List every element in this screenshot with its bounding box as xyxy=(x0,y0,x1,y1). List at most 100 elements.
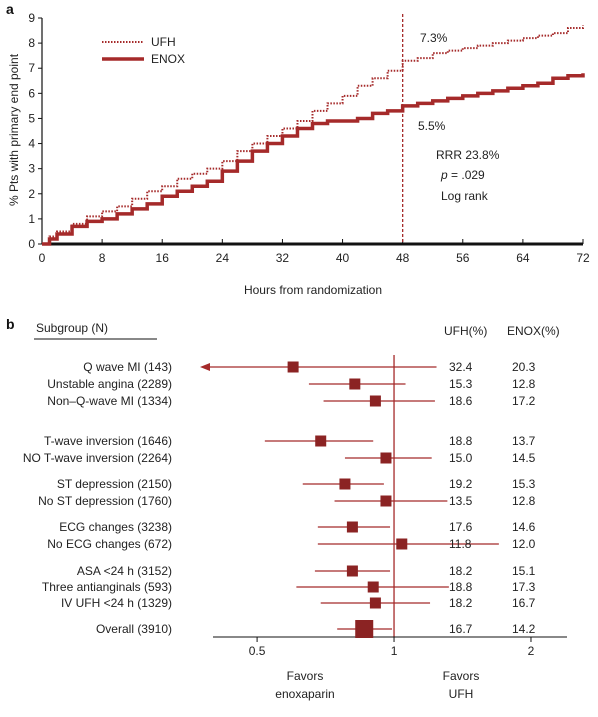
forest-ufh-value: 15.0 xyxy=(449,451,473,465)
forest-enox-value: 16.7 xyxy=(512,596,536,610)
favors-ufh-line2: UFH xyxy=(449,687,474,701)
forest-point-estimate xyxy=(367,581,379,593)
km-x-tick-label: 56 xyxy=(456,251,470,265)
forest-row: Three antianginals (593) 18.8 17.3 xyxy=(42,580,536,594)
forest-row-label: T-wave inversion (1646) xyxy=(44,434,172,448)
forest-enox-value: 12.8 xyxy=(512,377,536,391)
km-y-tick-label: 6 xyxy=(28,86,35,100)
annotation-ufh-rate: 7.3% xyxy=(420,31,448,45)
km-y-tick-label: 7 xyxy=(28,61,35,75)
forest-row-label: No ECG changes (672) xyxy=(47,537,172,551)
forest-ufh-value: 17.6 xyxy=(449,520,473,534)
forest-plot: Subgroup (N) UFH(%) ENOX(%) 0.5 1 2 Q wave… xyxy=(23,321,567,701)
km-legend: UFH ENOX xyxy=(102,35,185,66)
forest-row: No ECG changes (672) 11.8 12.0 xyxy=(47,537,535,551)
forest-row: Q wave MI (143) 32.4 20.3 xyxy=(83,360,535,374)
forest-row-label: IV UFH <24 h (1329) xyxy=(61,596,172,610)
km-x-tick-label: 64 xyxy=(516,251,530,265)
forest-ufh-value: 18.8 xyxy=(449,434,473,448)
forest-ufh-value: 13.5 xyxy=(449,494,473,508)
km-y-tick-label: 3 xyxy=(28,162,35,176)
forest-point-estimate xyxy=(380,495,392,507)
forest-enox-value: 17.2 xyxy=(512,394,536,408)
forest-ufh-value: 19.2 xyxy=(449,477,473,491)
km-y-tick-label: 9 xyxy=(28,11,35,25)
annotation-rrr: RRR 23.8% xyxy=(436,148,500,162)
km-y-tick-label: 2 xyxy=(28,187,35,201)
forest-ci-arrow xyxy=(200,363,210,371)
forest-point-estimate xyxy=(346,565,358,577)
forest-row: Non–Q-wave MI (1334) 18.6 17.2 xyxy=(47,394,535,408)
km-y-tick-label: 8 xyxy=(28,36,35,50)
legend-label-enox: ENOX xyxy=(151,52,185,66)
forest-row-label: ST depression (2150) xyxy=(57,477,172,491)
forest-enox-value: 15.1 xyxy=(512,564,536,578)
forest-x-tick-label: 1 xyxy=(391,644,398,658)
km-y-tick-label: 0 xyxy=(28,237,35,251)
forest-row-label: No ST depression (1760) xyxy=(38,494,172,508)
forest-ufh-value: 11.8 xyxy=(449,537,472,551)
favors-enoxaparin-line2: enoxaparin xyxy=(275,687,334,701)
forest-point-estimate xyxy=(346,521,358,533)
p-value: = .029 xyxy=(448,168,485,182)
forest-ufh-value: 18.8 xyxy=(449,580,473,594)
forest-row-label: Three antianginals (593) xyxy=(42,580,172,594)
km-y-axis-title: % Pts with primary end point xyxy=(7,53,21,206)
header-ufh: UFH(%) xyxy=(444,324,487,338)
km-x-tick-label: 32 xyxy=(276,251,290,265)
km-x-tick-label: 0 xyxy=(39,251,46,265)
km-x-tick-label: 24 xyxy=(216,251,230,265)
forest-row: NO T-wave inversion (2264) 15.0 14.5 xyxy=(23,451,536,465)
forest-ufh-value: 32.4 xyxy=(449,360,473,374)
km-x-axis-title: Hours from randomization xyxy=(244,283,382,297)
legend-label-ufh: UFH xyxy=(151,35,176,49)
forest-enox-value: 12.0 xyxy=(512,537,536,551)
forest-point-estimate xyxy=(380,452,392,464)
forest-enox-value: 14.2 xyxy=(512,622,536,636)
forest-row-label: Non–Q-wave MI (1334) xyxy=(47,394,172,408)
forest-x-ticks: 0.5 1 2 xyxy=(249,637,535,658)
forest-point-estimate xyxy=(355,620,374,638)
forest-row: Unstable angina (2289) 15.3 12.8 xyxy=(47,377,535,391)
km-y-tick-label: 4 xyxy=(28,137,35,151)
forest-row: ST depression (2150) 19.2 15.3 xyxy=(57,477,536,491)
favors-ufh-line1: Favors xyxy=(443,669,480,683)
annotation-log-rank: Log rank xyxy=(441,189,489,203)
km-x-tick-label: 16 xyxy=(156,251,170,265)
forest-ufh-value: 16.7 xyxy=(449,622,473,636)
km-x-tick-label: 8 xyxy=(99,251,106,265)
forest-row-label: Unstable angina (2289) xyxy=(47,377,172,391)
km-x-tick-label: 72 xyxy=(576,251,590,265)
km-x-tick-label: 40 xyxy=(336,251,350,265)
forest-row: IV UFH <24 h (1329) 18.2 16.7 xyxy=(61,596,536,610)
forest-enox-value: 14.5 xyxy=(512,451,536,465)
forest-point-estimate xyxy=(349,378,361,390)
forest-point-estimate xyxy=(369,597,381,609)
panel-b-label: b xyxy=(6,316,15,332)
forest-ufh-value: 18.2 xyxy=(449,596,473,610)
forest-row-label: ECG changes (3238) xyxy=(59,520,172,534)
forest-row-label: ASA <24 h (3152) xyxy=(77,564,172,578)
forest-row: Overall (3910) 16.7 14.2 xyxy=(96,620,536,638)
annotation-enox-rate: 5.5% xyxy=(418,119,446,133)
km-y-tick-label: 5 xyxy=(28,111,35,125)
forest-row: T-wave inversion (1646) 18.8 13.7 xyxy=(44,434,536,448)
forest-point-estimate xyxy=(315,435,327,447)
forest-row-label: NO T-wave inversion (2264) xyxy=(23,451,172,465)
forest-point-estimate xyxy=(369,395,381,407)
panel-a-label: a xyxy=(6,1,14,17)
header-enox: ENOX(%) xyxy=(507,324,560,338)
forest-point-estimate xyxy=(287,361,299,373)
km-series-ufh xyxy=(42,25,584,245)
forest-row: No ST depression (1760) 13.5 12.8 xyxy=(38,494,536,508)
forest-x-tick-label: 2 xyxy=(528,644,535,658)
forest-enox-value: 17.3 xyxy=(512,580,536,594)
forest-row-label: Overall (3910) xyxy=(96,622,172,636)
forest-enox-value: 15.3 xyxy=(512,477,536,491)
km-series-enox xyxy=(42,73,585,246)
annotation-p-value: p = .029 xyxy=(440,168,485,182)
forest-enox-value: 20.3 xyxy=(512,360,536,374)
forest-ufh-value: 15.3 xyxy=(449,377,473,391)
km-y-tick-label: 1 xyxy=(28,212,35,226)
